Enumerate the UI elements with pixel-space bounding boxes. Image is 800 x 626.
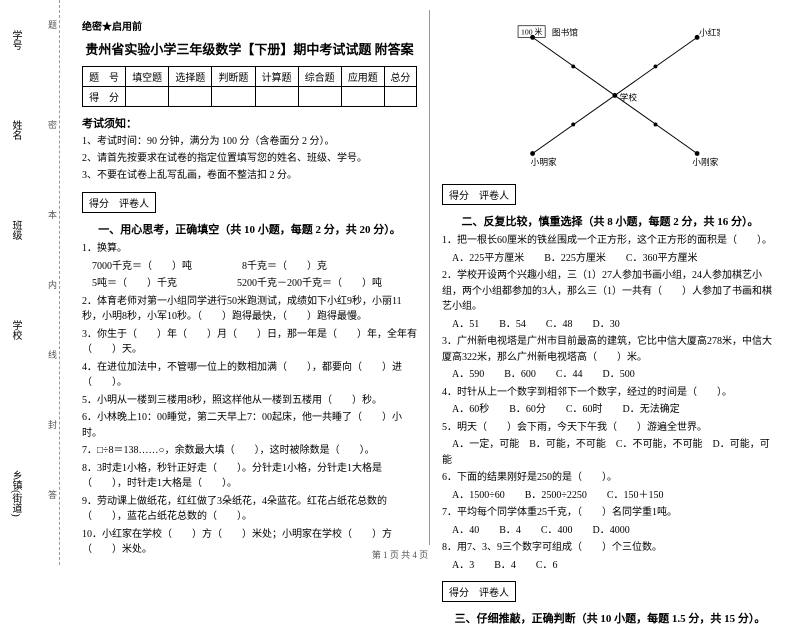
paper-sheet: 绝密★启用前 贵州省实验小学三年级数学【下册】期中考试试题 附答案 题 号 填空… [70, 10, 790, 545]
table-row: 得 分 [83, 87, 417, 107]
q2-13: A．40 B．4 C．400 D．4000 [442, 523, 778, 539]
q1-10: 9．劳动课上做纸花，红红做了3朵纸花，4朵蓝花。红花占纸花总数的（ ），蓝花占纸… [82, 494, 417, 525]
node-dot [612, 93, 617, 98]
q2-0: 1．把一根长60厘米的铁丝围成一个正方形，这个正方形的面积是（ ）。 [442, 233, 778, 249]
q1-2: 5吨＝（ ）千克 5200千克－200千克＝（ ）吨 [82, 276, 417, 292]
th-7: 总分 [384, 67, 416, 87]
bind-mark-6: 答 [46, 490, 59, 499]
section-3-title: 三、仔细推敲，正确判断（共 10 小题，每题 1.5 分，共 15 分）。 [442, 610, 778, 626]
q2-11: A．1500÷60 B．2500÷2250 C．150＋150 [442, 488, 778, 504]
q2-5: A．590 B．600 C．44 D．500 [442, 367, 778, 383]
node-dot [530, 35, 535, 40]
bind-mark-0: 题 [46, 20, 59, 29]
q2-4: 3．广州新电视塔是广州市目前最高的建筑，它比中信大厦高278米，中信大厦高322… [442, 334, 778, 365]
tick-dot [654, 64, 658, 68]
notice-2: 2、请首先按要求在试卷的指定位置填写您的姓名、班级、学号。 [82, 152, 417, 166]
q1-1: 7000千克＝（ ）吨 8千克＝（ ）克 [82, 259, 417, 275]
node-label-1: 小红家 [699, 26, 720, 37]
table-row: 题 号 填空题 选择题 判断题 计算题 综合题 应用题 总分 [83, 67, 417, 87]
q1-4: 3．你生于（ ）年（ ）月（ ）日，那一年是（ ）年，全年有（ ）天。 [82, 327, 417, 358]
section-2-title: 二、反复比较，慎重选择（共 8 小题，每题 2 分，共 16 分）。 [442, 213, 778, 229]
cell-blank [169, 87, 212, 107]
row2-label: 得 分 [83, 87, 126, 107]
binding-column: 学号 姓名 班级 学校 乡镇(街道) 题 密 本 内 线 封 答 [0, 0, 60, 565]
notice-3: 3、不要在试卷上乱写乱画，卷面不整洁扣 2 分。 [82, 169, 417, 183]
cell-blank [255, 87, 298, 107]
q1-8: 7．□÷8＝138……○，余数最大填（ ），这时被除数是（ ）。 [82, 443, 417, 459]
q2-3: A．51 B．54 C．48 D．30 [442, 317, 778, 333]
tick-dot [571, 64, 575, 68]
score-table: 题 号 填空题 选择题 判断题 计算题 综合题 应用题 总分 得 分 [82, 66, 417, 107]
tick-dot [571, 123, 575, 127]
page-footer: 第 1 页 共 4 页 [0, 548, 800, 561]
q2-8: 5．明天（ ）会下雨，今天下午我（ ）游遍全世界。 [442, 420, 778, 436]
grade-box-1: 得分 评卷人 [82, 192, 156, 213]
bind-mark-2: 本 [46, 210, 59, 219]
q2-1: A．225平方厘米 B．225方厘米 C．360平方厘米 [442, 251, 778, 267]
right-column: 100 米 图书馆 小红家 学校 小明家 小刚家 得分 评卷人 二、反复比较，慎… [430, 10, 790, 545]
q2-2: 2．学校开设两个兴趣小组，三（1）27人参加书画小组，24人参加棋艺小组，两个小… [442, 268, 778, 315]
q2-10: 6．下面的结果刚好是250的是（ ）。 [442, 470, 778, 486]
tick-dot [654, 123, 658, 127]
notice-1: 1、考试时间：90 分钟，满分为 100 分（含卷面分 2 分）。 [82, 135, 417, 149]
q1-0: 1．换算。 [82, 241, 417, 257]
grade-box-2: 得分 评卷人 [442, 184, 516, 205]
node-label-2: 学校 [620, 91, 638, 102]
th-4: 计算题 [255, 67, 298, 87]
th-5: 综合题 [298, 67, 341, 87]
cell-blank [212, 87, 255, 107]
bind-label-0: 学号 [8, 30, 23, 50]
exam-title: 贵州省实验小学三年级数学【下册】期中考试试题 附答案 [82, 39, 417, 58]
bind-label-1: 姓名 [8, 120, 23, 140]
grade-box-3: 得分 评卷人 [442, 581, 516, 602]
q1-7: 6．小林晚上10：00睡觉，第二天早上7：00起床，他一共睡了（ ）小时。 [82, 410, 417, 441]
q2-12: 7．平均每个同学体重25千克，（ ）名同学重1吨。 [442, 505, 778, 521]
th-0: 题 号 [83, 67, 126, 87]
bind-mark-1: 密 [46, 120, 59, 129]
cell-blank [384, 87, 416, 107]
node-dot [530, 151, 535, 156]
q2-6: 4．时针从上一个数字到相邻下一个数字，经过的时间是（ ）。 [442, 385, 778, 401]
section-1-title: 一、用心思考，正确填空（共 10 小题，每题 2 分，共 20 分）。 [82, 221, 417, 237]
q2-7: A．60秒 B．60分 C．60时 D．无法确定 [442, 402, 778, 418]
node-label-0: 图书馆 [552, 26, 578, 37]
secret-label: 绝密★启用前 [82, 18, 417, 33]
left-column: 绝密★启用前 贵州省实验小学三年级数学【下册】期中考试试题 附答案 题 号 填空… [70, 10, 430, 545]
q2-9: A．一定，可能 B．可能，不可能 C．不可能，不可能 D．可能，可能 [442, 437, 778, 468]
q1-6: 5．小明从一楼到三楼用8秒，照这样他从一楼到五楼用（ ）秒。 [82, 393, 417, 409]
th-3: 判断题 [212, 67, 255, 87]
cell-blank [298, 87, 341, 107]
q1-9: 8．3时走1小格，秒针正好走（ ）。分针走1小格，分针走1大格是（ ），时针走1… [82, 461, 417, 492]
q1-3: 2．体育老师对第一小组同学进行50米跑测试，成绩如下小红9秒，小丽11秒，小明8… [82, 294, 417, 325]
cell-blank [341, 87, 384, 107]
bind-label-4: 乡镇(街道) [8, 470, 23, 517]
bind-label-3: 学校 [8, 320, 23, 340]
th-2: 选择题 [169, 67, 212, 87]
bind-mark-5: 封 [46, 420, 59, 429]
th-6: 应用题 [341, 67, 384, 87]
node-dot [695, 151, 700, 156]
notice-heading: 考试须知： [82, 115, 417, 131]
bind-mark-4: 线 [46, 350, 59, 359]
node-label-3: 小明家 [531, 156, 557, 167]
cell-blank [126, 87, 169, 107]
bind-mark-3: 内 [46, 280, 59, 289]
node-label-4: 小刚家 [692, 156, 718, 167]
direction-diagram: 100 米 图书馆 小红家 学校 小明家 小刚家 [500, 18, 720, 168]
bind-label-2: 班级 [8, 220, 23, 240]
th-1: 填空题 [126, 67, 169, 87]
q1-5: 4．在进位加法中，不管哪一位上的数相加满（ ），都要向（ ）进（ ）。 [82, 360, 417, 391]
distance-label: 100 米 [521, 26, 543, 36]
